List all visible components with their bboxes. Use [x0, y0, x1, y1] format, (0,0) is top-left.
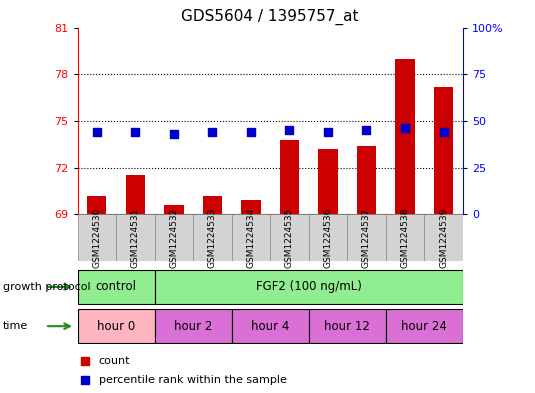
Bar: [280, 140, 299, 214]
Point: [131, 129, 140, 135]
Bar: [126, 175, 145, 214]
Bar: [347, 214, 386, 261]
Bar: [270, 214, 309, 261]
Text: hour 24: hour 24: [401, 320, 447, 333]
Text: hour 2: hour 2: [174, 320, 212, 333]
Bar: [386, 309, 463, 343]
Bar: [78, 309, 155, 343]
Bar: [434, 86, 453, 214]
Title: GDS5604 / 1395757_at: GDS5604 / 1395757_at: [181, 9, 359, 25]
Bar: [395, 59, 415, 214]
Point: [285, 127, 294, 133]
Bar: [309, 309, 386, 343]
Bar: [193, 214, 232, 261]
Bar: [116, 214, 155, 261]
Point: [93, 129, 101, 135]
Text: time: time: [3, 321, 28, 331]
Text: GSM1224535: GSM1224535: [285, 208, 294, 268]
Bar: [309, 214, 347, 261]
Bar: [164, 205, 184, 214]
Bar: [357, 146, 376, 214]
Text: control: control: [96, 280, 136, 294]
Point: [247, 129, 255, 135]
Bar: [318, 149, 338, 214]
Bar: [155, 270, 463, 304]
Bar: [232, 214, 270, 261]
Text: growth protocol: growth protocol: [3, 282, 90, 292]
Point: [81, 358, 89, 364]
Bar: [241, 200, 261, 214]
Bar: [155, 309, 232, 343]
Text: GSM1224536: GSM1224536: [324, 208, 332, 268]
Text: hour 4: hour 4: [251, 320, 289, 333]
Bar: [203, 195, 222, 214]
Bar: [424, 214, 463, 261]
Text: FGF2 (100 ng/mL): FGF2 (100 ng/mL): [256, 280, 362, 294]
Point: [208, 129, 217, 135]
Text: GSM1224538: GSM1224538: [401, 208, 409, 268]
Bar: [386, 214, 424, 261]
Text: hour 12: hour 12: [324, 320, 370, 333]
Text: GSM1224533: GSM1224533: [208, 208, 217, 268]
Text: percentile rank within the sample: percentile rank within the sample: [99, 375, 287, 386]
Text: GSM1224537: GSM1224537: [362, 208, 371, 268]
Bar: [155, 214, 193, 261]
Point: [170, 131, 178, 137]
Text: hour 0: hour 0: [97, 320, 135, 333]
Text: GSM1224531: GSM1224531: [131, 208, 140, 268]
Bar: [87, 195, 106, 214]
Text: GSM1224532: GSM1224532: [170, 208, 178, 268]
Point: [362, 127, 371, 133]
Point: [324, 129, 332, 135]
Text: GSM1224530: GSM1224530: [93, 208, 101, 268]
Bar: [78, 270, 155, 304]
Point: [401, 125, 409, 131]
Text: count: count: [99, 356, 130, 366]
Text: GSM1224539: GSM1224539: [439, 208, 448, 268]
Point: [439, 129, 448, 135]
Text: GSM1224534: GSM1224534: [247, 208, 255, 268]
Bar: [232, 309, 309, 343]
Bar: [78, 214, 116, 261]
Point: [81, 377, 89, 384]
